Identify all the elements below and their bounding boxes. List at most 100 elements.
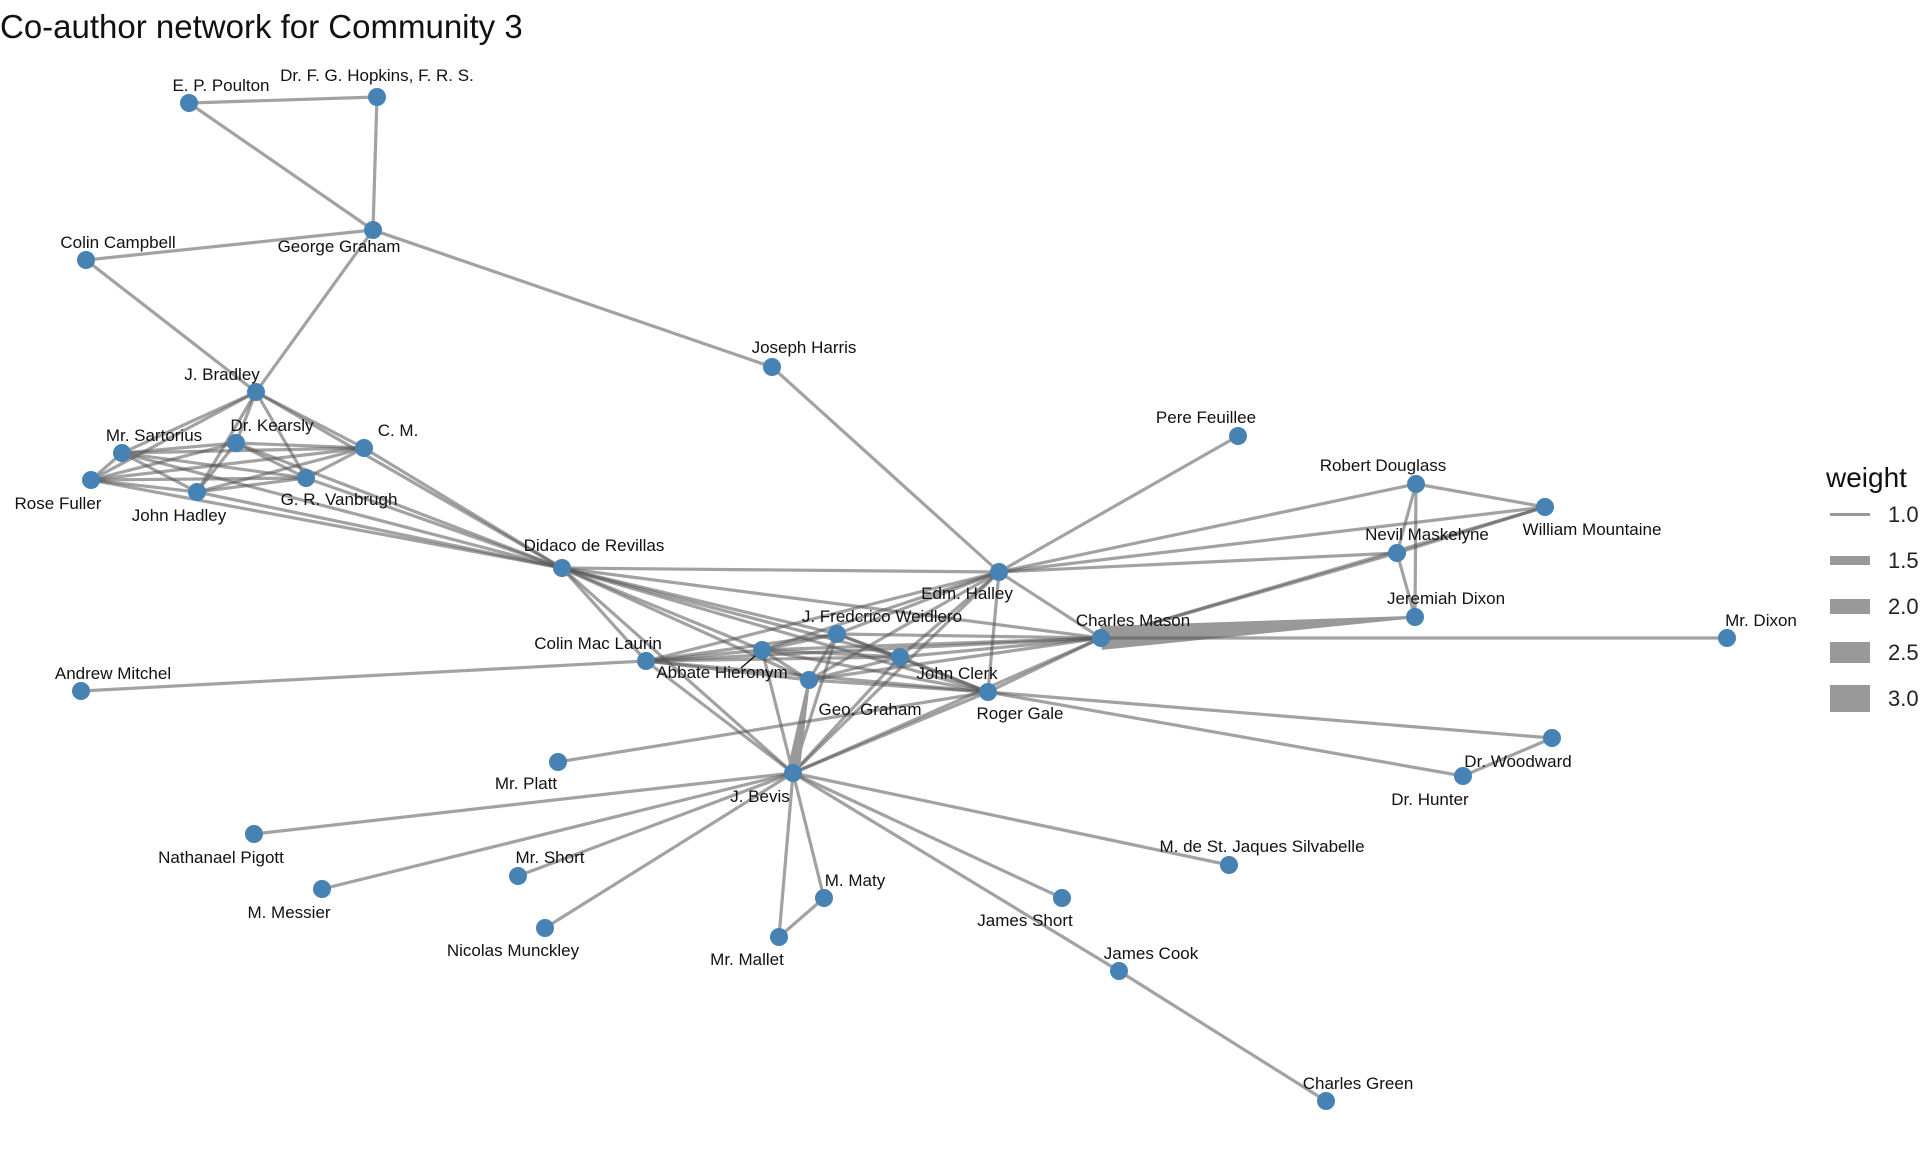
edge-bevis-silvabelle: [792, 771, 1230, 867]
legend-row: 3.0: [1826, 678, 1919, 724]
legend-label: 2.5: [1888, 640, 1919, 665]
legend-key-swatch: [1830, 598, 1870, 614]
legend-row: 2.5: [1826, 632, 1919, 678]
edge-hieronym-bevis: [760, 649, 795, 774]
edge-maty-mallet: [777, 896, 826, 939]
node-mountaine[interactable]: [1536, 498, 1554, 516]
edge-clerk-gale: [899, 655, 989, 694]
edge-halley-bevis: [791, 570, 1001, 775]
node-jshort[interactable]: [1053, 889, 1071, 907]
edge-kearsly-fuller: [90, 441, 237, 482]
edge-bevis-pigott: [253, 771, 794, 836]
node-maty[interactable]: [815, 889, 833, 907]
node-andrew[interactable]: [72, 682, 90, 700]
node-jdixon[interactable]: [1406, 608, 1424, 626]
node-mason[interactable]: [1092, 629, 1110, 647]
node-label-mrshort: Mr. Short: [516, 848, 585, 867]
node-munckley[interactable]: [536, 919, 554, 937]
node-maclaurin[interactable]: [637, 652, 655, 670]
edge-kearsly-revillas: [235, 441, 563, 570]
node-label-poulton: E. P. Poulton: [172, 76, 269, 95]
node-gale[interactable]: [979, 683, 997, 701]
edge-geograham-gale: [808, 678, 989, 694]
edge-douglass-maskelyne: [1395, 483, 1418, 554]
edge-bevis-maty: [791, 772, 826, 899]
node-kearsly[interactable]: [227, 434, 245, 452]
legend-label: 1.5: [1888, 548, 1919, 573]
node-pigott[interactable]: [245, 825, 263, 843]
node-poulton[interactable]: [180, 94, 198, 112]
node-label-munckley: Nicolas Munckley: [447, 941, 580, 960]
node-mallet[interactable]: [770, 928, 788, 946]
edge-woodward-hunter: [1462, 736, 1553, 778]
node-bradley[interactable]: [247, 383, 265, 401]
edge-douglass-halley: [998, 482, 1417, 574]
edge-bradley-fuller: [90, 390, 257, 482]
node-label-fuller: Rose Fuller: [15, 494, 102, 513]
node-silvabelle[interactable]: [1220, 856, 1238, 874]
edge-geograham-bevis: [786, 679, 811, 775]
node-revillas[interactable]: [553, 559, 571, 577]
node-label-douglass: Robert Douglass: [1320, 456, 1447, 475]
node-label-mountaine: William Mountaine: [1523, 520, 1662, 539]
node-label-mallet: Mr. Mallet: [710, 950, 784, 969]
node-label-revillas: Didaco de Revillas: [524, 536, 665, 555]
node-clerk[interactable]: [891, 648, 909, 666]
node-fuller[interactable]: [82, 471, 100, 489]
node-platt[interactable]: [549, 753, 567, 771]
node-label-jshort: James Short: [977, 911, 1073, 930]
edge-revillas-halley: [561, 566, 1000, 574]
node-cm[interactable]: [355, 439, 373, 457]
node-label-bevis: J. Bevis: [730, 787, 790, 806]
node-hadley[interactable]: [188, 483, 206, 501]
node-bevis[interactable]: [784, 764, 802, 782]
node-label-weidlero: J. Fredcrico Weidlero: [802, 607, 962, 626]
node-label-platt: Mr. Platt: [495, 774, 558, 793]
edge-bevis-mrshort: [517, 771, 794, 878]
node-cook[interactable]: [1110, 962, 1128, 980]
edge-campbell-bradley: [85, 258, 257, 394]
edge-maskelyne-mason: [1100, 551, 1398, 640]
edge-hieronym-geograham: [761, 648, 810, 682]
edge-maclaurin-clerk: [645, 655, 901, 663]
node-label-green: Charles Green: [1303, 1074, 1414, 1093]
edge-platt-gale: [557, 690, 989, 764]
legend-label: 1.0: [1888, 502, 1919, 527]
node-vanbrugh[interactable]: [297, 469, 315, 487]
node-halley[interactable]: [990, 563, 1008, 581]
node-label-halley: Edm. Halley: [921, 584, 1013, 603]
legend-title: weight: [1826, 462, 1907, 493]
edge-cm-hadley: [196, 446, 365, 494]
edge-halley-maclaurin: [645, 570, 1000, 663]
node-weidlero[interactable]: [828, 625, 846, 643]
node-mrshort[interactable]: [509, 867, 527, 885]
edge-hieronym-gale: [761, 648, 989, 694]
edge-cm-revillas: [363, 446, 563, 570]
edge-kearsly-hadley: [195, 442, 238, 493]
node-label-kearsly: Dr. Kearsly: [230, 416, 314, 435]
node-label-sartorius: Mr. Sartorius: [106, 426, 202, 445]
node-campbell[interactable]: [77, 251, 95, 269]
node-harris[interactable]: [763, 358, 781, 376]
node-geograham[interactable]: [800, 671, 818, 689]
edge-douglass-mountaine: [1415, 482, 1546, 509]
node-hunter[interactable]: [1454, 767, 1472, 785]
node-graham[interactable]: [364, 221, 382, 239]
edge-maclaurin-andrew: [80, 659, 647, 693]
node-sartorius[interactable]: [113, 444, 131, 462]
node-maskelyne[interactable]: [1388, 544, 1406, 562]
node-label-harris: Joseph Harris: [752, 338, 857, 357]
node-label-hadley: John Hadley: [132, 506, 227, 525]
node-label-jdixon: Jeremiah Dixon: [1387, 589, 1505, 608]
node-woodward[interactable]: [1543, 729, 1561, 747]
node-label-graham: George Graham: [278, 237, 401, 256]
node-hopkins[interactable]: [368, 88, 386, 106]
node-messier[interactable]: [313, 880, 331, 898]
node-mrdixon[interactable]: [1718, 629, 1736, 647]
weight-legend: weight 1.0 1.5 2.0 2.5 3.0: [1826, 462, 1919, 724]
node-green[interactable]: [1317, 1092, 1335, 1110]
node-hieronym[interactable]: [753, 641, 771, 659]
node-feuillee[interactable]: [1229, 427, 1247, 445]
node-douglass[interactable]: [1407, 475, 1425, 493]
node-label-gale: Roger Gale: [977, 704, 1064, 723]
